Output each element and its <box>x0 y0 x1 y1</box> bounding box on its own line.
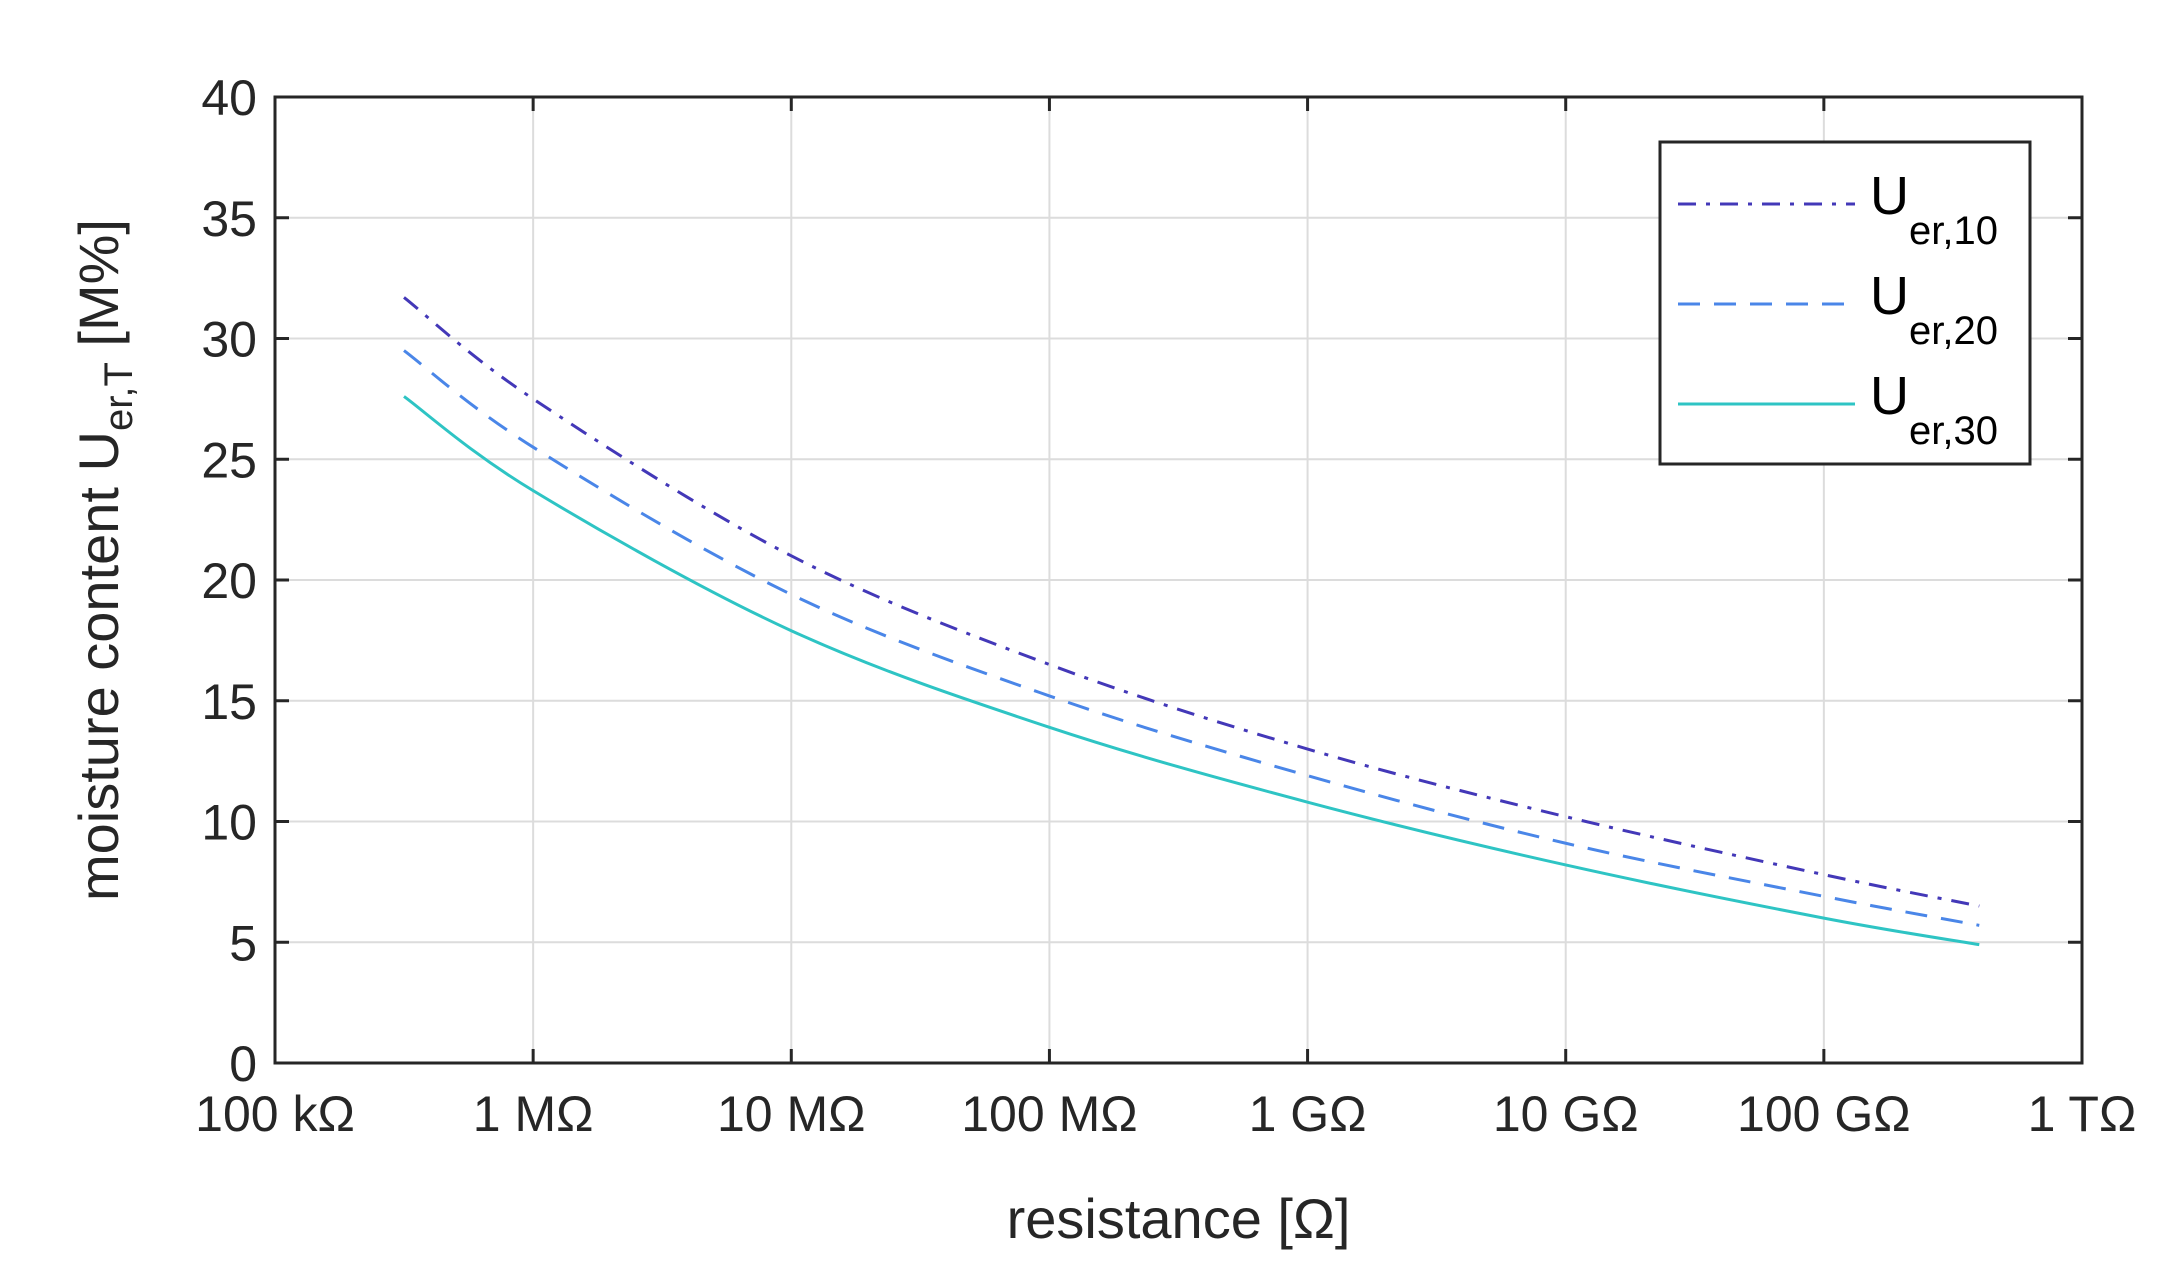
series-line-2 <box>403 349 1980 927</box>
y-tick-label: 5 <box>229 915 257 971</box>
x-tick-label: 10 GΩ <box>1493 1086 1639 1142</box>
series-line-1 <box>403 296 1980 908</box>
y-tick-label: 0 <box>229 1036 257 1092</box>
series-line-3 <box>403 395 1980 947</box>
y-tick-label: 30 <box>201 312 257 368</box>
y-tick-label: 15 <box>201 674 257 730</box>
y-tick-label: 20 <box>201 553 257 609</box>
y-axis-label-suffix: [M%] <box>67 219 130 362</box>
legend-entry-2: Uer,20 <box>1870 266 1998 353</box>
x-tick-label: 100 MΩ <box>961 1086 1137 1142</box>
y-axis-label: moisture content Uer,T [M%] <box>67 219 141 901</box>
legend-entry-main: U <box>1870 266 1909 326</box>
x-tick-label: 1 GΩ <box>1249 1086 1367 1142</box>
x-tick-labels: 100 kΩ 1 MΩ 10 MΩ 100 MΩ 1 GΩ 10 GΩ 100 GΩ 1 TΩ <box>195 1086 2136 1142</box>
legend-entry-3: Uer,30 <box>1870 366 1998 453</box>
legend-entry-sub: er,20 <box>1909 309 1998 353</box>
y-tick-label: 40 <box>201 70 257 126</box>
x-tick-label: 100 kΩ <box>195 1086 355 1142</box>
axis-ticks <box>273 95 2084 1065</box>
y-tick-label: 25 <box>201 432 257 488</box>
legend-entry-sub: er,30 <box>1909 409 1998 453</box>
y-tick-labels: 0 5 10 15 20 25 30 35 40 <box>201 70 257 1092</box>
legend-entry-1: Uer,10 <box>1870 166 1998 253</box>
legend-entry-main: U <box>1870 166 1909 226</box>
legend-entry-sub: er,10 <box>1909 209 1998 253</box>
x-tick-label: 1 TΩ <box>2028 1086 2137 1142</box>
y-tick-label: 35 <box>201 191 257 247</box>
legend-entry-main: U <box>1870 366 1909 426</box>
x-tick-label: 1 MΩ <box>473 1086 594 1142</box>
y-axis-label-sub: er,T <box>97 362 141 431</box>
y-tick-label: 10 <box>201 795 257 851</box>
x-axis-label: resistance [Ω] <box>1007 1187 1351 1250</box>
y-axis-label-main: moisture content U <box>67 431 130 901</box>
x-tick-label: 10 MΩ <box>717 1086 866 1142</box>
x-tick-label: 100 GΩ <box>1737 1086 1911 1142</box>
series-lines <box>403 296 1980 947</box>
